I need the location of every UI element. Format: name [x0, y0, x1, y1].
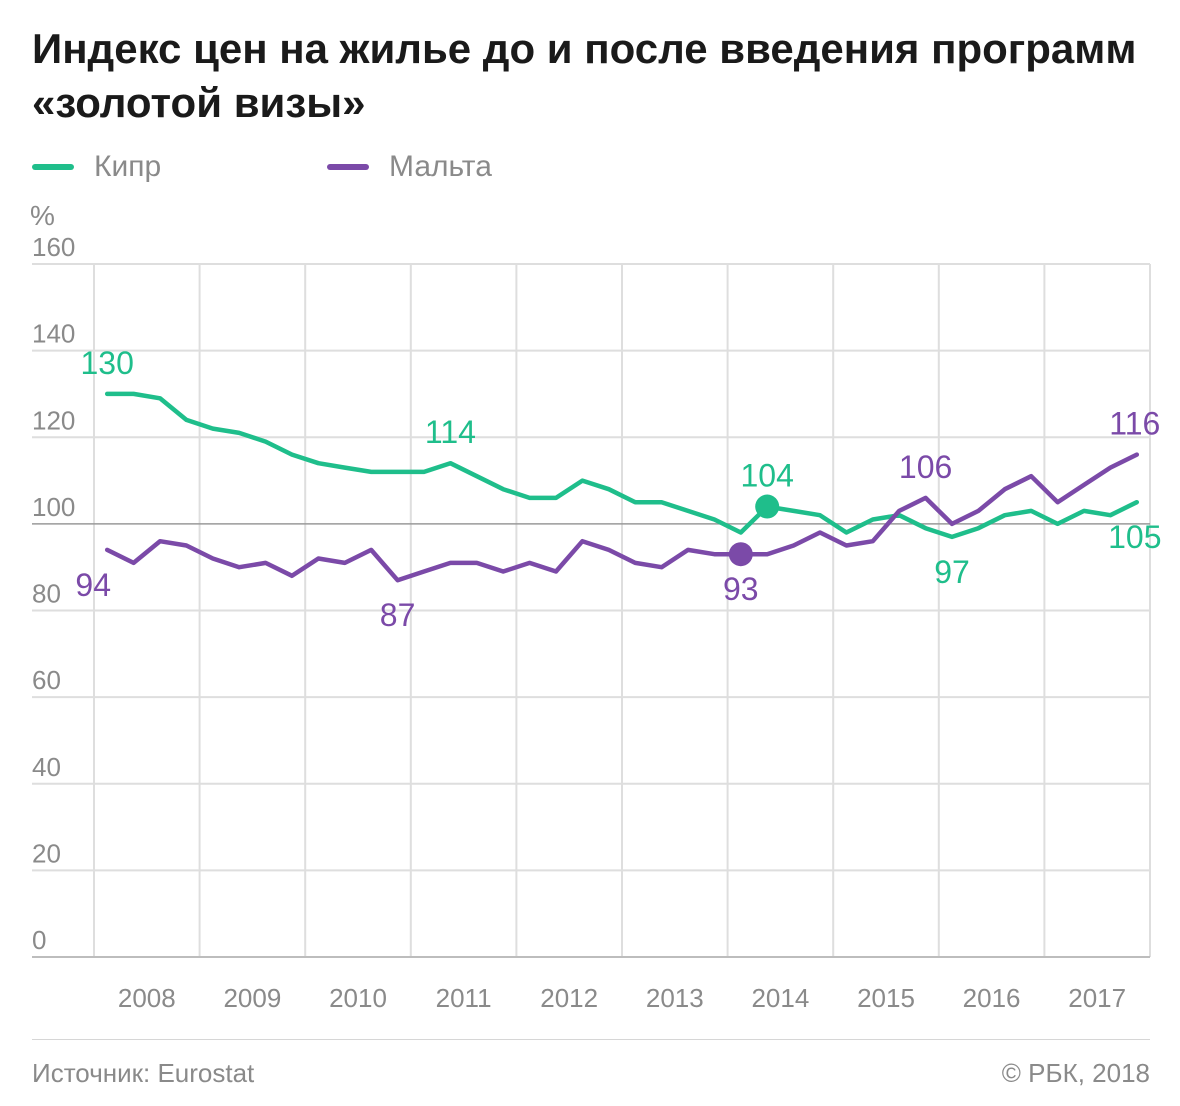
- legend-swatch-cyprus: [32, 164, 74, 170]
- data-label-cyprus-97: 97: [934, 554, 970, 590]
- y-tick-label-40: 40: [32, 752, 61, 782]
- legend-label-cyprus: Кипр: [94, 150, 162, 183]
- x-tick-label-2009: 2009: [223, 983, 281, 1013]
- legend-item-malta: Мальта: [327, 150, 492, 184]
- footer-divider: [32, 1039, 1150, 1040]
- x-tick-label-2013: 2013: [646, 983, 704, 1013]
- source-note: Источник: Eurostat: [32, 1058, 255, 1088]
- y-tick-label-100: 100: [32, 492, 75, 522]
- data-label-cyprus-105: 105: [1108, 519, 1161, 555]
- legend-label-malta: Мальта: [389, 150, 492, 183]
- legend: Кипр Мальта: [32, 150, 832, 190]
- data-label-malta-93: 93: [723, 571, 759, 607]
- y-tick-label-60: 60: [32, 665, 61, 695]
- x-tick-label-2017: 2017: [1068, 983, 1126, 1013]
- data-label-malta-87: 87: [380, 597, 416, 633]
- data-label-cyprus-114: 114: [425, 414, 476, 450]
- legend-swatch-malta: [327, 164, 369, 170]
- marker-cyprus: [755, 494, 780, 519]
- x-tick-label-2014: 2014: [751, 983, 809, 1013]
- series-line-malta: [104, 452, 1140, 583]
- y-tick-label-120: 120: [32, 405, 75, 435]
- data-label-malta-116: 116: [1109, 406, 1160, 442]
- x-tick-label-2016: 2016: [963, 983, 1021, 1013]
- y-axis-unit: %: [30, 200, 55, 231]
- x-tick-label-2015: 2015: [857, 983, 915, 1013]
- y-tick-label-80: 80: [32, 579, 61, 609]
- legend-item-cyprus: Кипр: [32, 150, 161, 184]
- data-label-cyprus-104: 104: [741, 458, 794, 494]
- y-tick-label-160: 160: [32, 232, 75, 262]
- y-tick-label-140: 140: [32, 319, 75, 349]
- series-line-cyprus: [104, 391, 1140, 540]
- y-tick-label-20: 20: [32, 838, 61, 868]
- chart-title: Индекс цен на жилье до и после введения …: [32, 25, 1137, 126]
- x-tick-label-2010: 2010: [329, 983, 387, 1013]
- y-tick-label-0: 0: [32, 925, 46, 955]
- data-label-malta-106: 106: [899, 449, 952, 485]
- data-label-malta-94: 94: [75, 567, 111, 603]
- x-tick-label-2012: 2012: [540, 983, 598, 1013]
- x-tick-label-2008: 2008: [118, 983, 176, 1013]
- marker-malta: [728, 542, 753, 567]
- copyright-note: © РБК, 2018: [1001, 1058, 1150, 1088]
- data-label-cyprus-130: 130: [81, 345, 134, 381]
- x-tick-label-2011: 2011: [436, 983, 492, 1013]
